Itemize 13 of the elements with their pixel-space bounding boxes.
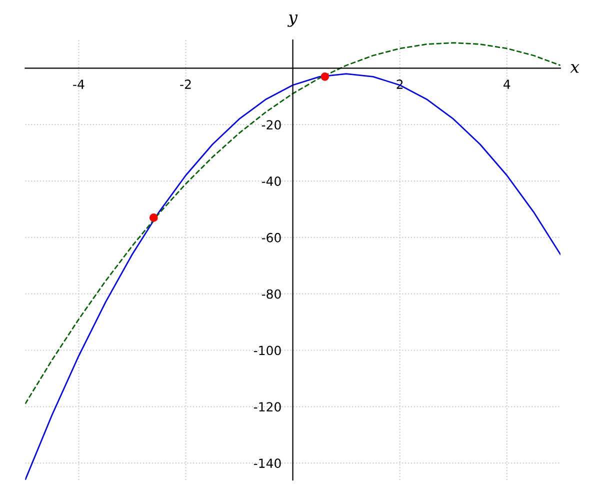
x-tick-label: 4 [504, 80, 510, 89]
y-tick-label: -100 [254, 346, 281, 356]
x-tick-label: -2 [180, 80, 191, 89]
y-tick-label: -60 [262, 232, 281, 242]
x-axis-title: x [570, 64, 580, 73]
x-tick-label: -4 [73, 80, 84, 89]
y-axis-title: y [287, 14, 298, 27]
y-tick-label: -120 [254, 402, 281, 412]
y-tick-label: -40 [262, 176, 281, 186]
line-series [25, 73, 560, 480]
y-tick-label: -140 [254, 458, 281, 468]
y-tick-label: -80 [262, 289, 281, 299]
y-tick-label: -20 [262, 120, 281, 130]
